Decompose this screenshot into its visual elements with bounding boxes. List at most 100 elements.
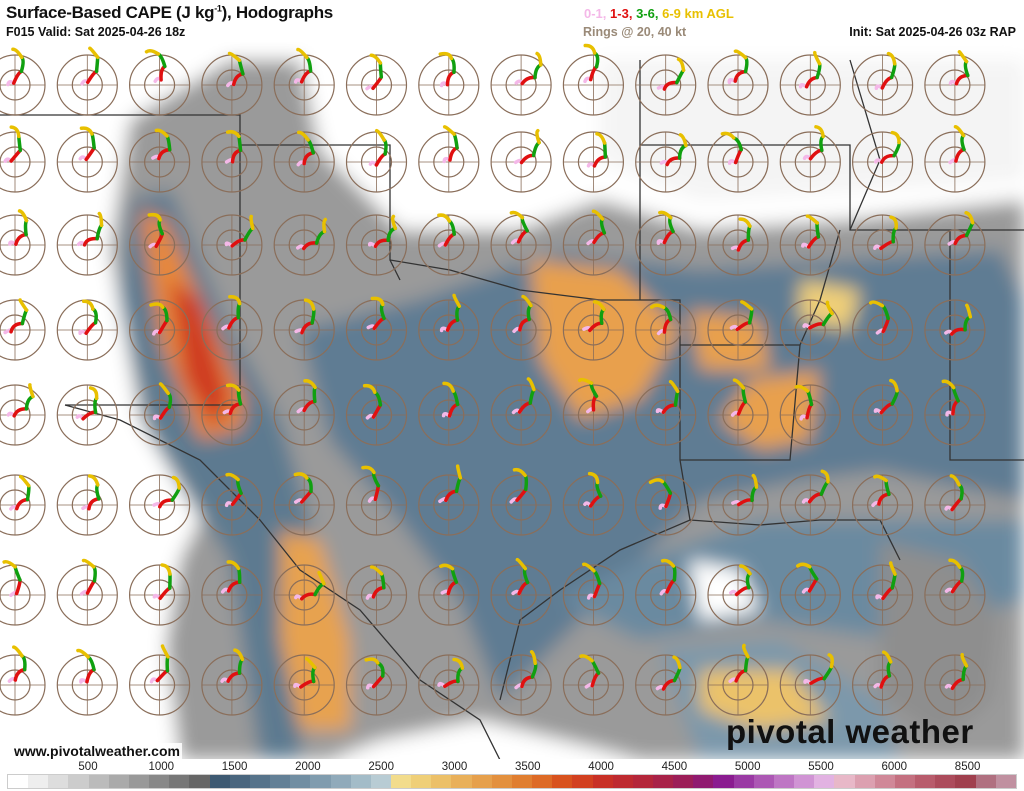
hodograph-trace (595, 132, 607, 145)
colorbar-swatch (632, 775, 653, 788)
colorbar: 500 1000 1500 2000 2500 3000 3500 4000 4500 5000 5… (0, 759, 1024, 791)
hodograph (851, 214, 914, 276)
hodograph (635, 131, 697, 193)
colorbar-swatch (270, 775, 291, 788)
hodograph (851, 474, 914, 536)
hodograph-axes (491, 565, 552, 625)
hodograph-trace (888, 561, 897, 576)
hodograph-axes (201, 655, 262, 715)
hodograph-trace (438, 51, 454, 61)
hodograph (56, 474, 118, 536)
hodograph-trace (521, 294, 533, 308)
hodograph-axes (129, 55, 190, 115)
hodograph-trace (28, 383, 35, 399)
hodograph-axes (780, 475, 841, 535)
hodograph-trace (794, 384, 810, 393)
hodograph (56, 558, 118, 626)
hodograph-trace (512, 467, 527, 478)
hodograph-axes (491, 385, 552, 445)
colorbar-swatch (330, 775, 351, 788)
hodograph-trace (732, 378, 746, 390)
hodograph-axes (418, 215, 479, 275)
legend-3-6: 3-6, (636, 6, 659, 21)
hodograph-trace (820, 469, 830, 484)
colorbar-tick: 1000 (148, 761, 175, 773)
hodograph-trace (236, 388, 243, 406)
hodograph (0, 125, 46, 193)
hodograph-trace (19, 55, 25, 74)
colorbar-swatch (834, 775, 855, 788)
hodograph-trace (362, 383, 377, 394)
hodograph-trace (296, 130, 310, 142)
hodograph-trace (577, 377, 594, 385)
hodograph-trace (672, 655, 682, 670)
hodograph-axes (635, 215, 696, 275)
colorbar-swatch (773, 775, 795, 788)
hodograph (0, 474, 46, 536)
hodograph-axes (563, 132, 624, 192)
colorbar-swatch (713, 775, 734, 788)
legend-0-1: 0-1, (584, 6, 607, 21)
hodograph-trace (602, 141, 608, 159)
cape-map[interactable] (0, 42, 1024, 759)
hodograph-trace (957, 50, 969, 64)
hodograph-axes (780, 565, 841, 625)
hodograph (56, 46, 118, 116)
hodograph (779, 50, 841, 116)
hodograph (418, 563, 480, 626)
hodograph (490, 51, 552, 116)
hodograph-trace (591, 209, 605, 221)
colorbar-swatch (955, 775, 976, 788)
hodograph-trace (311, 665, 317, 684)
hodograph-axes (852, 475, 913, 535)
colorbar-swatch (511, 775, 533, 788)
hodograph-axes (563, 385, 624, 445)
hodograph (707, 473, 769, 536)
hodograph-trace (225, 472, 240, 482)
hodograph (201, 214, 263, 276)
hodograph (0, 47, 46, 116)
hodograph-axes (0, 565, 45, 625)
colorbar-swatch (128, 775, 150, 788)
hodograph-axes (635, 385, 696, 445)
hodograph (707, 299, 769, 361)
hodograph (851, 51, 914, 116)
hodograph-trace (317, 570, 326, 586)
colorbar-swatch (48, 775, 69, 788)
hodograph-trace (815, 221, 821, 239)
hodograph (0, 559, 46, 626)
hodograph-trace (76, 648, 90, 659)
colorbar-swatch (411, 775, 432, 788)
colorbar-swatch (350, 775, 371, 788)
colorbar-swatch (552, 775, 573, 788)
hodograph-trace (233, 648, 245, 662)
title-superscript: -1 (214, 3, 222, 14)
hodograph-trace (364, 657, 380, 665)
hodograph-trace (17, 209, 29, 223)
colorbar-swatch (249, 775, 271, 788)
hodograph-trace (671, 564, 677, 582)
hodograph (707, 643, 769, 716)
hodograph (129, 474, 191, 536)
colorbar-swatch (88, 775, 109, 788)
hodograph-trace (529, 650, 537, 666)
hodograph (924, 124, 986, 193)
hodograph (562, 43, 625, 116)
hodograph-axes (708, 55, 768, 115)
hodograph-trace (881, 650, 893, 664)
colorbar-swatch (431, 775, 452, 788)
colorbar-swatch (209, 775, 230, 788)
hodograph (924, 379, 986, 446)
website-url[interactable]: www.pivotalweather.com (12, 743, 182, 759)
hodograph (924, 652, 986, 716)
hodograph (635, 299, 697, 361)
map-title: Surface-Based CAPE (J kg-1), Hodographs (6, 3, 333, 23)
rings-label: Rings @ 20, 40 kt (583, 25, 687, 39)
hodograph-trace (739, 564, 752, 576)
hodograph-trace (827, 653, 834, 669)
hodograph-axes (274, 215, 335, 275)
hodograph (707, 214, 769, 276)
hodograph-trace (814, 125, 825, 139)
hodograph-trace (648, 478, 665, 485)
hodograph-trace (312, 385, 317, 404)
